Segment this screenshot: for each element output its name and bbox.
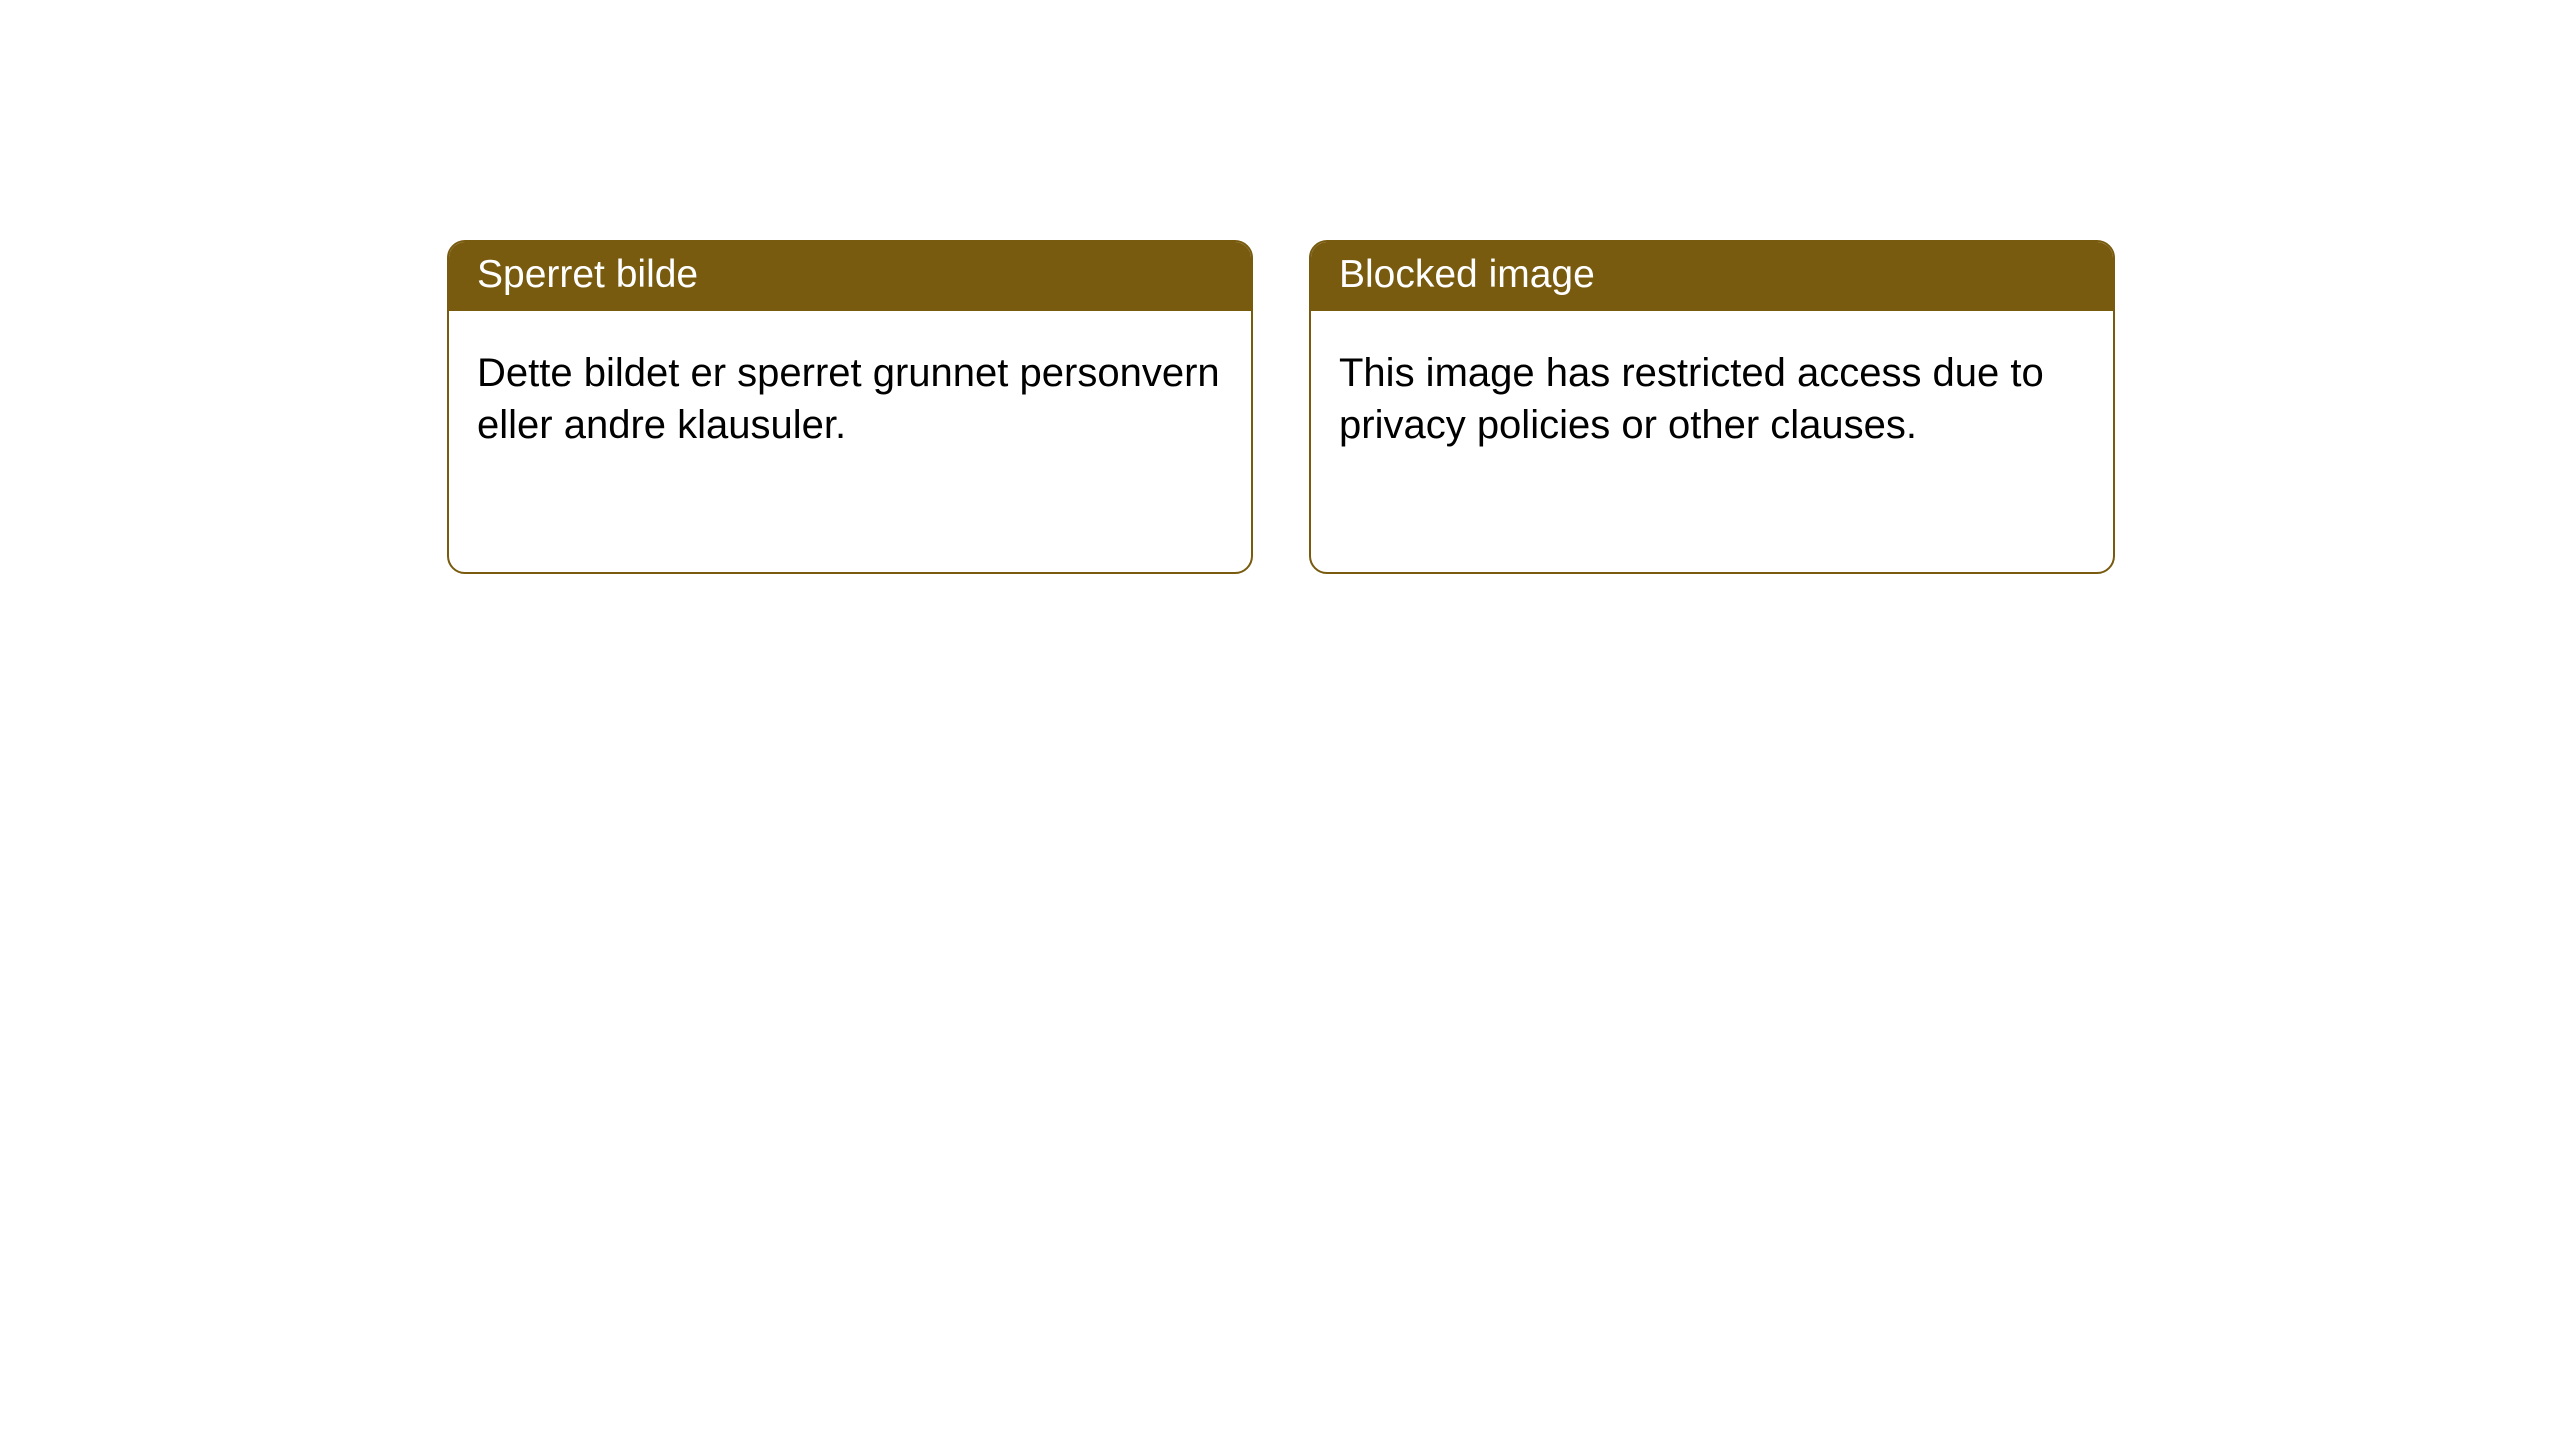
notice-body: Dette bildet er sperret grunnet personve… bbox=[449, 311, 1251, 479]
notice-card-english: Blocked image This image has restricted … bbox=[1309, 240, 2115, 574]
notice-container: Sperret bilde Dette bildet er sperret gr… bbox=[0, 0, 2560, 574]
notice-card-norwegian: Sperret bilde Dette bildet er sperret gr… bbox=[447, 240, 1253, 574]
notice-header: Sperret bilde bbox=[449, 242, 1251, 311]
notice-header: Blocked image bbox=[1311, 242, 2113, 311]
notice-body: This image has restricted access due to … bbox=[1311, 311, 2113, 479]
